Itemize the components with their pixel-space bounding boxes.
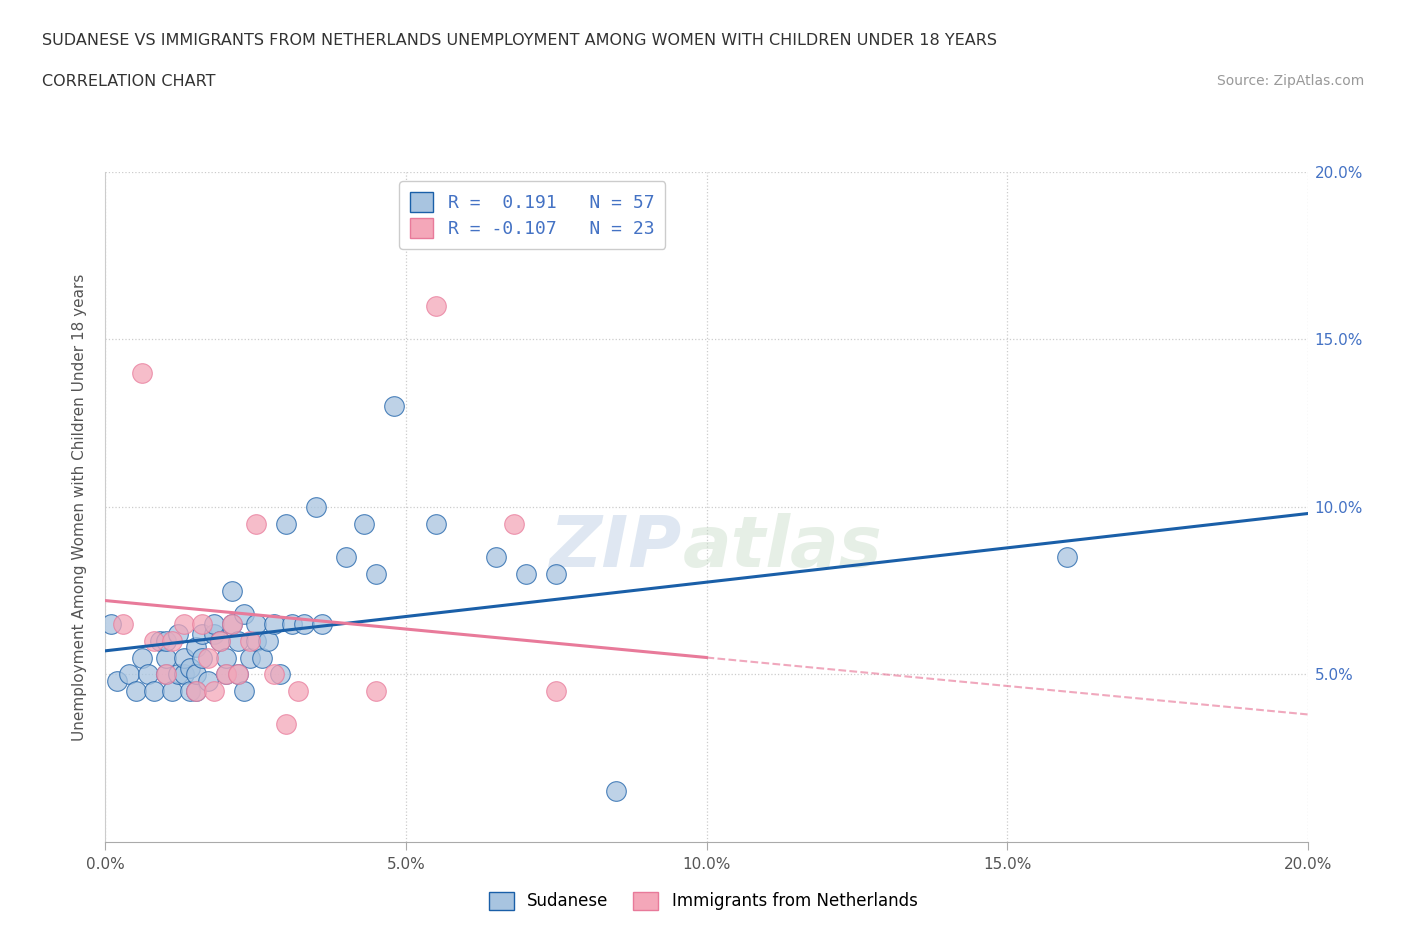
Point bbox=[605, 784, 627, 799]
Point bbox=[131, 365, 153, 380]
Point bbox=[226, 667, 249, 682]
Point bbox=[364, 684, 387, 698]
Point bbox=[131, 650, 153, 665]
Point bbox=[208, 633, 231, 648]
Point bbox=[190, 627, 212, 642]
Point bbox=[208, 633, 231, 648]
Y-axis label: Unemployment Among Women with Children Under 18 years: Unemployment Among Women with Children U… bbox=[72, 273, 87, 740]
Point bbox=[142, 684, 165, 698]
Point bbox=[107, 673, 129, 688]
Point bbox=[221, 583, 243, 598]
Point bbox=[173, 667, 195, 682]
Point bbox=[197, 650, 219, 665]
Point bbox=[1056, 550, 1078, 565]
Point bbox=[353, 516, 375, 531]
Point bbox=[274, 516, 297, 531]
Point bbox=[160, 633, 183, 648]
Point bbox=[155, 633, 177, 648]
Point bbox=[239, 650, 262, 665]
Point bbox=[214, 667, 236, 682]
Point bbox=[245, 516, 267, 531]
Point bbox=[269, 667, 291, 682]
Point bbox=[155, 667, 177, 682]
Point bbox=[202, 617, 225, 631]
Point bbox=[364, 566, 387, 581]
Point bbox=[184, 684, 207, 698]
Point bbox=[173, 617, 195, 631]
Point bbox=[226, 633, 249, 648]
Point bbox=[425, 299, 447, 313]
Legend: Sudanese, Immigrants from Netherlands: Sudanese, Immigrants from Netherlands bbox=[482, 885, 924, 917]
Point bbox=[256, 633, 278, 648]
Point bbox=[274, 717, 297, 732]
Point bbox=[221, 617, 243, 631]
Point bbox=[287, 684, 309, 698]
Point bbox=[190, 617, 212, 631]
Point bbox=[245, 617, 267, 631]
Point bbox=[124, 684, 146, 698]
Point bbox=[197, 673, 219, 688]
Point bbox=[160, 684, 183, 698]
Text: atlas: atlas bbox=[682, 512, 882, 581]
Point bbox=[112, 617, 135, 631]
Point bbox=[155, 667, 177, 682]
Point bbox=[503, 516, 526, 531]
Point bbox=[245, 633, 267, 648]
Point bbox=[335, 550, 357, 565]
Point bbox=[292, 617, 315, 631]
Legend: R =  0.191   N = 57, R = -0.107   N = 23: R = 0.191 N = 57, R = -0.107 N = 23 bbox=[399, 181, 665, 249]
Point bbox=[425, 516, 447, 531]
Point bbox=[281, 617, 304, 631]
Point bbox=[232, 684, 254, 698]
Point bbox=[202, 684, 225, 698]
Point bbox=[179, 660, 201, 675]
Point bbox=[311, 617, 333, 631]
Point bbox=[382, 399, 405, 414]
Point bbox=[239, 633, 262, 648]
Point bbox=[190, 650, 212, 665]
Point bbox=[232, 606, 254, 621]
Point bbox=[214, 667, 236, 682]
Point bbox=[100, 617, 122, 631]
Point bbox=[305, 499, 328, 514]
Point bbox=[214, 650, 236, 665]
Point bbox=[226, 667, 249, 682]
Point bbox=[184, 667, 207, 682]
Point bbox=[263, 667, 285, 682]
Point bbox=[136, 667, 159, 682]
Point bbox=[250, 650, 273, 665]
Point bbox=[155, 650, 177, 665]
Point bbox=[202, 627, 225, 642]
Point bbox=[546, 566, 568, 581]
Text: CORRELATION CHART: CORRELATION CHART bbox=[42, 74, 215, 89]
Point bbox=[221, 617, 243, 631]
Text: ZIP: ZIP bbox=[550, 512, 682, 581]
Point bbox=[263, 617, 285, 631]
Point bbox=[184, 684, 207, 698]
Point bbox=[142, 633, 165, 648]
Point bbox=[118, 667, 141, 682]
Point bbox=[166, 667, 188, 682]
Point bbox=[173, 650, 195, 665]
Point bbox=[179, 684, 201, 698]
Point bbox=[166, 627, 188, 642]
Text: SUDANESE VS IMMIGRANTS FROM NETHERLANDS UNEMPLOYMENT AMONG WOMEN WITH CHILDREN U: SUDANESE VS IMMIGRANTS FROM NETHERLANDS … bbox=[42, 33, 997, 47]
Point bbox=[546, 684, 568, 698]
Point bbox=[485, 550, 508, 565]
Point bbox=[515, 566, 537, 581]
Point bbox=[148, 633, 170, 648]
Point bbox=[184, 640, 207, 655]
Text: Source: ZipAtlas.com: Source: ZipAtlas.com bbox=[1216, 74, 1364, 88]
